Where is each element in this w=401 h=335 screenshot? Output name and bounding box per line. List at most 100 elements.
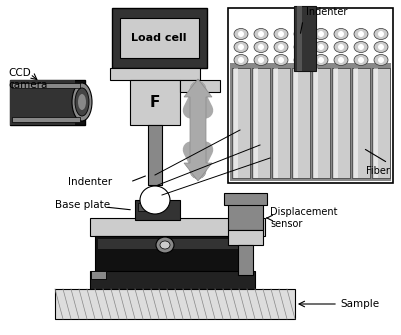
Bar: [191, 90, 206, 170]
Bar: [354, 68, 358, 178]
Bar: [120, 18, 199, 58]
Ellipse shape: [334, 28, 348, 40]
Ellipse shape: [378, 31, 384, 37]
Ellipse shape: [354, 42, 368, 53]
Ellipse shape: [338, 44, 344, 50]
Bar: [297, 6, 302, 71]
Text: Base plate: Base plate: [55, 200, 110, 210]
Ellipse shape: [334, 55, 348, 66]
Ellipse shape: [298, 31, 304, 37]
Ellipse shape: [75, 88, 89, 116]
Bar: [252, 68, 270, 178]
Ellipse shape: [374, 42, 388, 53]
Bar: [95, 236, 250, 271]
Ellipse shape: [140, 186, 170, 214]
Ellipse shape: [234, 42, 248, 53]
Text: Load cell: Load cell: [131, 33, 187, 43]
Bar: [314, 68, 318, 178]
Ellipse shape: [238, 31, 244, 37]
Ellipse shape: [294, 28, 308, 40]
Bar: [232, 68, 250, 178]
Bar: [254, 68, 258, 178]
Bar: [112, 8, 207, 68]
Text: CCD
camera: CCD camera: [8, 68, 47, 89]
Bar: [294, 6, 316, 71]
Ellipse shape: [298, 57, 304, 63]
Bar: [312, 68, 330, 178]
Ellipse shape: [334, 42, 348, 53]
Bar: [332, 68, 350, 178]
Ellipse shape: [294, 42, 308, 53]
Ellipse shape: [278, 57, 284, 63]
Ellipse shape: [378, 44, 384, 50]
Ellipse shape: [72, 83, 92, 121]
Ellipse shape: [318, 44, 324, 50]
Ellipse shape: [258, 57, 264, 63]
Bar: [228, 200, 263, 230]
Ellipse shape: [238, 57, 244, 63]
Bar: [10, 80, 75, 125]
Bar: [10, 80, 85, 125]
Ellipse shape: [358, 31, 364, 37]
Text: Indenter: Indenter: [306, 7, 347, 17]
Ellipse shape: [238, 44, 244, 50]
Bar: [180, 80, 220, 92]
Bar: [135, 200, 180, 220]
Ellipse shape: [278, 44, 284, 50]
Bar: [228, 230, 263, 245]
Bar: [98, 239, 247, 249]
Ellipse shape: [258, 31, 264, 37]
Bar: [272, 68, 290, 178]
Ellipse shape: [234, 28, 248, 40]
Ellipse shape: [314, 55, 328, 66]
Bar: [91, 271, 106, 279]
Ellipse shape: [318, 57, 324, 63]
Ellipse shape: [354, 28, 368, 40]
Ellipse shape: [274, 28, 288, 40]
Ellipse shape: [314, 42, 328, 53]
Ellipse shape: [254, 42, 268, 53]
Ellipse shape: [156, 237, 174, 253]
Ellipse shape: [274, 42, 288, 53]
Ellipse shape: [254, 28, 268, 40]
Bar: [110, 68, 200, 80]
Bar: [334, 68, 338, 178]
Bar: [230, 63, 391, 181]
Ellipse shape: [378, 57, 384, 63]
Bar: [55, 289, 295, 319]
Bar: [238, 245, 253, 275]
Bar: [292, 68, 310, 178]
Ellipse shape: [274, 55, 288, 66]
Bar: [130, 80, 180, 125]
Bar: [90, 218, 265, 236]
Ellipse shape: [254, 55, 268, 66]
Ellipse shape: [338, 57, 344, 63]
Bar: [138, 203, 148, 211]
Bar: [12, 83, 80, 88]
Text: Indenter: Indenter: [68, 177, 112, 187]
Ellipse shape: [78, 94, 86, 110]
Ellipse shape: [358, 44, 364, 50]
Ellipse shape: [318, 31, 324, 37]
Text: F: F: [150, 94, 160, 110]
Ellipse shape: [298, 44, 304, 50]
Text: Fiber: Fiber: [366, 166, 390, 176]
Bar: [352, 68, 370, 178]
Bar: [148, 125, 162, 185]
Text: Sample: Sample: [340, 299, 379, 309]
Bar: [12, 117, 80, 122]
Bar: [294, 68, 298, 178]
Ellipse shape: [294, 55, 308, 66]
Bar: [374, 68, 378, 178]
Ellipse shape: [374, 55, 388, 66]
Polygon shape: [184, 79, 212, 181]
Bar: [372, 68, 390, 178]
Ellipse shape: [354, 55, 368, 66]
Text: Displacement
sensor: Displacement sensor: [270, 207, 338, 229]
Ellipse shape: [358, 57, 364, 63]
Bar: [224, 193, 267, 205]
Ellipse shape: [374, 28, 388, 40]
Bar: [234, 68, 238, 178]
Bar: [90, 271, 255, 289]
Ellipse shape: [234, 55, 248, 66]
